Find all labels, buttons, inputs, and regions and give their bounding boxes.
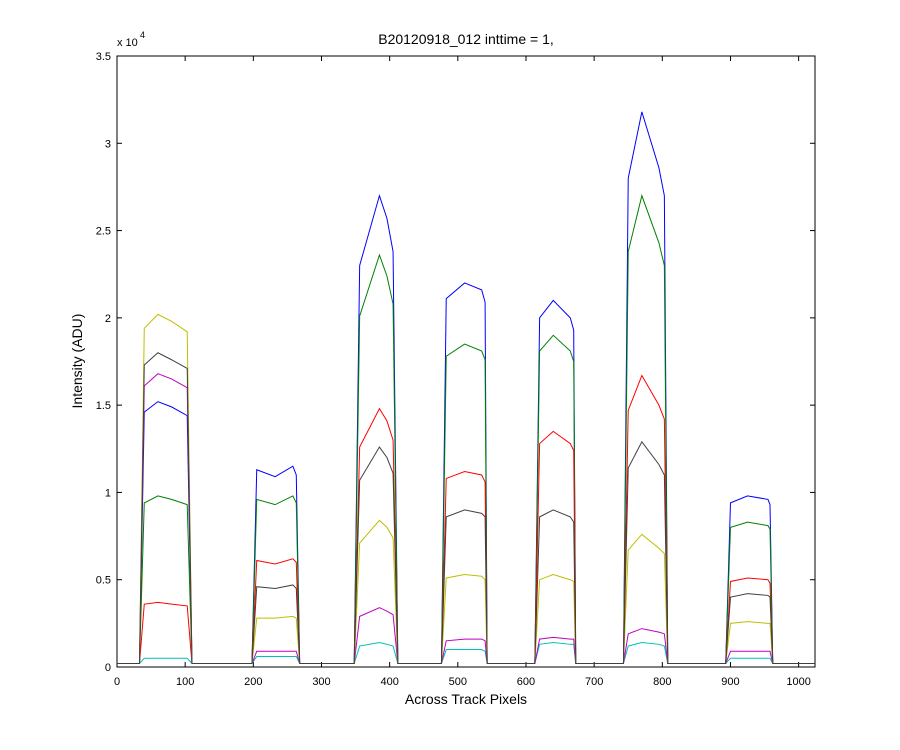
x-tick-label: 500 bbox=[449, 676, 467, 688]
x-tick-label: 800 bbox=[653, 676, 671, 688]
x-tick-label: 900 bbox=[721, 676, 739, 688]
x-tick-label: 0 bbox=[114, 676, 120, 688]
y-scale-exponent: 4 bbox=[140, 30, 145, 40]
chart-title: B20120918_012 inttime = 1, bbox=[378, 31, 554, 47]
y-tick-label: 2 bbox=[105, 313, 111, 325]
y-tick-label: 1 bbox=[105, 487, 111, 499]
y-tick-label: 3.5 bbox=[96, 51, 111, 63]
y-tick-label: 0 bbox=[105, 662, 111, 674]
y-tick-label: 3 bbox=[105, 138, 111, 150]
x-tick-label: 1000 bbox=[786, 676, 810, 688]
x-tick-label: 200 bbox=[244, 676, 262, 688]
data-line bbox=[117, 352, 815, 665]
y-tick-label: 0.5 bbox=[96, 575, 111, 587]
x-tick-label: 400 bbox=[380, 676, 398, 688]
x-tick-label: 700 bbox=[585, 676, 603, 688]
y-tick-label: 1.5 bbox=[96, 400, 111, 412]
x-axis-label: Across Track Pixels bbox=[405, 691, 527, 707]
plot-frame bbox=[116, 55, 816, 668]
y-scale-base: x 10 bbox=[117, 37, 138, 49]
x-tick-label: 100 bbox=[176, 676, 194, 688]
y-tick-label: 2.5 bbox=[96, 226, 111, 238]
x-tick-label: 600 bbox=[517, 676, 535, 688]
y-axis-label: Intensity (ADU) bbox=[69, 314, 85, 409]
x-tick-label: 300 bbox=[312, 676, 330, 688]
